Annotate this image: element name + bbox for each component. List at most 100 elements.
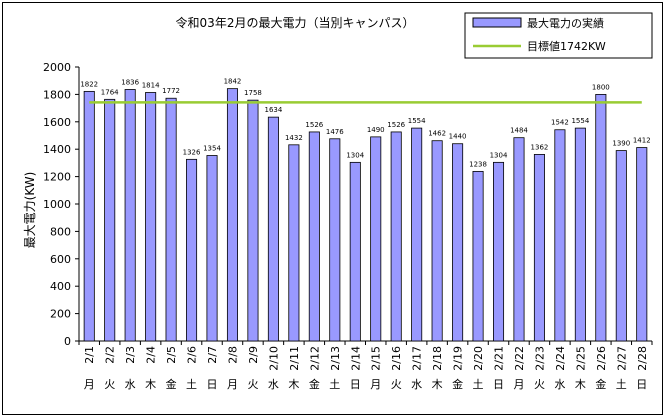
bar-2/26 (595, 94, 607, 342)
plot-background (79, 67, 652, 341)
x-tick-weekday: 木 (575, 378, 586, 391)
data-label-2/19: 1440 (449, 133, 467, 141)
x-tick-weekday: 土 (473, 378, 484, 391)
x-tick-date: 2/14 (349, 346, 362, 371)
legend-bar-label: 最大電力の実績 (527, 16, 604, 30)
y-tick-label: 0 (64, 335, 71, 348)
x-tick-date: 2/22 (513, 346, 526, 371)
bar-2/5 (165, 97, 177, 342)
x-tick-weekday: 土 (329, 378, 340, 391)
y-tick-label: 800 (50, 225, 71, 238)
x-tick-date: 2/17 (411, 346, 424, 371)
y-tick-label: 1800 (43, 88, 71, 101)
data-label-2/11: 1432 (285, 134, 303, 142)
x-tick-weekday: 木 (288, 378, 299, 391)
x-tick-weekday: 水 (268, 378, 279, 391)
x-tick-date: 2/12 (308, 346, 321, 371)
x-tick-date: 2/3 (124, 346, 137, 364)
legend-bar-swatch (472, 17, 522, 28)
x-tick-weekday: 土 (186, 378, 197, 391)
x-tick-date: 2/4 (145, 346, 158, 364)
x-tick-date: 2/20 (472, 346, 485, 371)
bar-2/4 (145, 92, 157, 342)
plot-area: 0 200 400 600 800 1000 1200 1400 1600 1800 2000 182… (43, 61, 653, 391)
bar-2/2 (104, 98, 116, 342)
bar-2/28 (636, 147, 648, 342)
x-tick-weekday: 火 (534, 378, 545, 391)
bar-2/24 (554, 129, 566, 342)
y-tick-label: 600 (50, 253, 71, 266)
data-label-2/14: 1304 (346, 151, 364, 159)
x-tick-date: 2/1 (83, 346, 96, 364)
data-label-2/12: 1526 (305, 121, 323, 129)
data-label-2/13: 1476 (326, 128, 344, 136)
bar-2/15 (370, 136, 382, 342)
data-label-2/17: 1554 (408, 117, 426, 125)
x-tick-weekday: 水 (554, 378, 565, 391)
chart-title: 令和03年2月の最大電力（当別キャンパス） (176, 15, 415, 30)
data-label-2/20: 1238 (469, 160, 487, 168)
x-tick-date: 2/13 (329, 346, 342, 371)
x-tick-weekday: 水 (125, 378, 136, 391)
x-tick-date: 2/24 (554, 346, 567, 371)
legend-line-label: 目標値1742KW (527, 39, 606, 53)
data-label-2/7: 1354 (203, 145, 221, 153)
data-label-2/2: 1764 (101, 88, 119, 96)
x-tick-weekday: 日 (636, 378, 647, 391)
data-label-2/27: 1390 (612, 140, 630, 148)
data-label-2/1: 1822 (80, 80, 98, 88)
data-label-2/25: 1554 (571, 117, 589, 125)
y-axis-label: 最大電力(KW) (23, 172, 37, 249)
legend: 最大電力の実績 目標値1742KW (464, 12, 653, 59)
data-label-2/15: 1490 (367, 126, 385, 134)
data-label-2/24: 1542 (551, 119, 569, 127)
bar-2/22 (513, 137, 525, 342)
data-label-2/26: 1800 (592, 83, 610, 91)
x-tick-date: 2/11 (288, 346, 301, 371)
x-tick-date: 2/6 (186, 346, 199, 364)
x-tick-date: 2/5 (165, 346, 178, 364)
y-tick-label: 1200 (43, 171, 71, 184)
bar-2/18 (431, 140, 443, 342)
bar-2/11 (288, 144, 300, 342)
x-tick-weekday: 月 (370, 378, 381, 391)
x-tick-weekday: 日 (350, 378, 361, 391)
x-tick-date: 2/19 (452, 346, 465, 371)
data-label-2/9: 1758 (244, 89, 262, 97)
x-tick-weekday: 金 (166, 377, 177, 391)
bar-2/6 (186, 158, 198, 342)
y-tick-label: 1400 (43, 143, 71, 156)
x-tick-weekday: 日 (493, 378, 504, 391)
x-tick-date: 2/10 (267, 346, 280, 371)
x-tick-date: 2/25 (574, 346, 587, 371)
y-tick-label: 2000 (43, 61, 71, 74)
x-tick-date: 2/23 (533, 346, 546, 371)
bar-2/19 (452, 143, 464, 342)
x-tick-date: 2/2 (104, 346, 117, 364)
x-tick-date: 2/7 (206, 346, 219, 364)
x-tick-weekday: 火 (247, 378, 258, 391)
bar-2/21 (493, 161, 505, 342)
y-tick-label: 1000 (43, 198, 71, 211)
x-tick-weekday: 火 (104, 378, 115, 391)
x-tick-weekday: 木 (145, 378, 156, 391)
bar-2/16 (390, 131, 402, 342)
data-label-2/16: 1526 (387, 121, 405, 129)
data-label-2/6: 1326 (183, 148, 201, 156)
bar-2/10 (267, 116, 279, 342)
bar-2/14 (349, 161, 361, 342)
x-tick-weekday: 金 (452, 377, 463, 391)
data-label-2/28: 1412 (633, 137, 651, 145)
x-tick-weekday: 月 (513, 378, 524, 391)
x-tick-weekday: 水 (411, 378, 422, 391)
x-tick-date: 2/18 (431, 346, 444, 371)
bar-2/23 (533, 154, 545, 342)
bar-2/1 (83, 90, 95, 342)
x-tick-date: 2/9 (247, 346, 260, 364)
bar-2/8 (226, 88, 238, 342)
x-tick-date: 2/8 (226, 346, 239, 364)
bar-2/12 (308, 131, 320, 342)
bar-2/25 (574, 127, 586, 342)
y-tick-label: 200 (50, 308, 71, 321)
